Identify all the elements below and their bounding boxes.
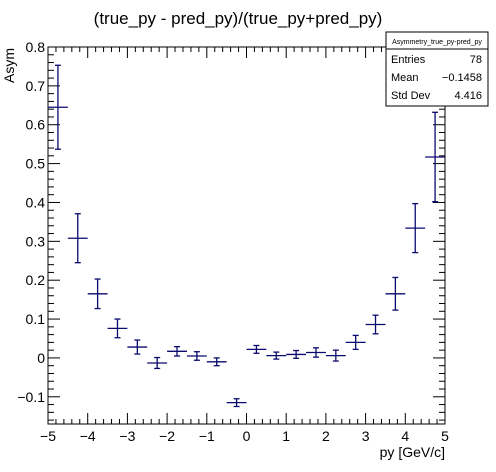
data-point [325, 349, 346, 362]
data-point [246, 344, 267, 354]
stats-stddev-value: 4.416 [454, 90, 482, 102]
data-point [147, 356, 168, 370]
data-point [425, 111, 445, 203]
x-tick-label: −5 [40, 428, 56, 444]
y-tick-label: 0.3 [26, 233, 46, 249]
x-tick-label: 4 [401, 428, 409, 444]
y-tick-label: 0.5 [26, 156, 46, 172]
data-point [107, 318, 128, 339]
y-tick-label: 0.4 [26, 194, 46, 210]
x-tick-label: 1 [282, 428, 290, 444]
data-point [385, 276, 406, 311]
y-tick-label: −0.1 [17, 389, 45, 405]
y-tick-label: 0.2 [26, 272, 46, 288]
data-point [48, 64, 68, 150]
stats-entries-value: 78 [470, 54, 482, 66]
data-point [286, 349, 307, 359]
stats-entries-label: Entries [391, 54, 426, 66]
data-point [67, 213, 88, 264]
y-tick-label: 0.1 [26, 311, 46, 327]
data-point [365, 314, 386, 335]
x-tick-label: 2 [322, 428, 330, 444]
data-points [48, 64, 445, 408]
y-tick-label: 0 [37, 350, 45, 366]
stats-box: Asymmetry_true_py-pred_py Entries 78 Mea… [385, 31, 489, 107]
x-tick-label: 5 [441, 428, 449, 444]
data-point [87, 278, 108, 310]
data-point [127, 339, 148, 355]
data-point [167, 346, 187, 357]
stats-mean-label: Mean [391, 72, 419, 84]
y-tick-label: 0.6 [26, 117, 46, 133]
y-axis: −0.1 0 0.1 0.2 0.3 0.4 0.5 0.6 0.7 0.8 [17, 39, 445, 421]
data-point [306, 347, 326, 358]
x-tick-label: −1 [199, 428, 215, 444]
x-tick-label: −4 [80, 428, 96, 444]
stats-mean-value: −0.1458 [442, 72, 482, 84]
data-point [226, 398, 247, 408]
stats-stddev-label: Std Dev [391, 90, 431, 102]
stats-title: Asymmetry_true_py-pred_py [392, 39, 482, 46]
chart-title: (true_py - pred_py)/(true_py+pred_py) [94, 9, 383, 28]
x-axis: −5 −4 −3 −2 −1 0 1 2 3 4 5 [40, 47, 449, 444]
data-point [206, 357, 227, 367]
data-point [405, 202, 426, 254]
y-tick-label: 0.8 [26, 39, 46, 55]
y-tick-label: 0.7 [26, 78, 46, 94]
x-tick-label: −3 [119, 428, 135, 444]
x-axis-label: py [GeV/c] [380, 444, 445, 460]
x-tick-label: 0 [243, 428, 251, 444]
data-point [345, 334, 366, 351]
y-axis-label: Asym [1, 48, 17, 83]
plot-frame [47, 46, 446, 425]
x-tick-label: 3 [362, 428, 370, 444]
x-tick-label: −2 [159, 428, 175, 444]
data-point [266, 351, 287, 360]
data-point [186, 351, 207, 361]
